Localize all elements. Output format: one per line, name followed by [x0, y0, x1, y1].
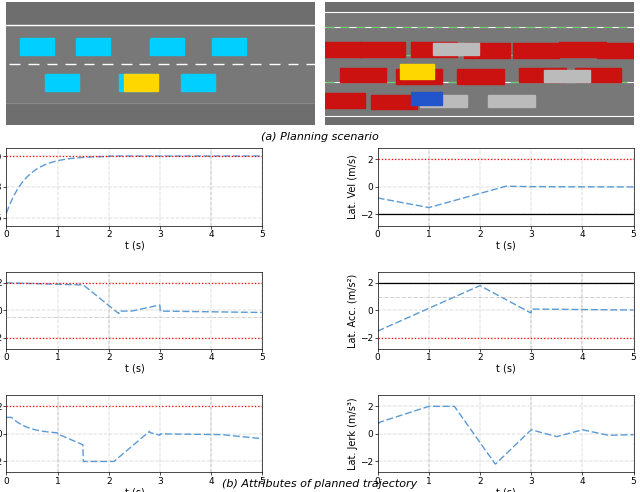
Bar [371, 94, 417, 109]
Bar [544, 70, 590, 82]
Bar [513, 43, 559, 58]
Bar [396, 69, 442, 84]
Bar [340, 67, 387, 82]
Y-axis label: Lat. Jerk (m/s³): Lat. Jerk (m/s³) [348, 398, 358, 470]
Bar [411, 42, 458, 57]
Bar [559, 42, 606, 57]
Bar [212, 38, 246, 55]
Bar [358, 42, 405, 57]
X-axis label: t (s): t (s) [496, 364, 515, 373]
X-axis label: t (s): t (s) [125, 240, 144, 250]
Bar [433, 43, 479, 55]
Bar [45, 74, 79, 91]
Bar [76, 38, 110, 55]
X-axis label: t (s): t (s) [125, 364, 144, 373]
Bar [596, 43, 640, 58]
Bar [401, 64, 435, 79]
Bar [124, 74, 158, 91]
X-axis label: t (s): t (s) [125, 487, 144, 492]
Bar [575, 67, 621, 82]
Text: (b) Attributes of planned trajectory: (b) Attributes of planned trajectory [222, 479, 418, 489]
Bar [319, 93, 365, 108]
Bar [181, 74, 215, 91]
Bar [458, 69, 504, 84]
Bar [119, 74, 153, 91]
Bar [463, 43, 510, 58]
Y-axis label: Lat. Acc. (m/s²): Lat. Acc. (m/s²) [348, 273, 358, 347]
Bar [316, 42, 362, 57]
X-axis label: t (s): t (s) [496, 240, 515, 250]
Bar [488, 94, 535, 107]
Text: (a) Planning scenario: (a) Planning scenario [261, 132, 379, 142]
X-axis label: t (s): t (s) [496, 487, 515, 492]
Bar [6, 25, 316, 103]
Bar [420, 94, 467, 107]
Bar [20, 38, 54, 55]
Bar [324, 12, 634, 116]
Bar [150, 38, 184, 55]
Bar [519, 67, 566, 82]
Bar [411, 92, 442, 104]
Y-axis label: Lat. Vel (m/s): Lat. Vel (m/s) [348, 154, 358, 219]
